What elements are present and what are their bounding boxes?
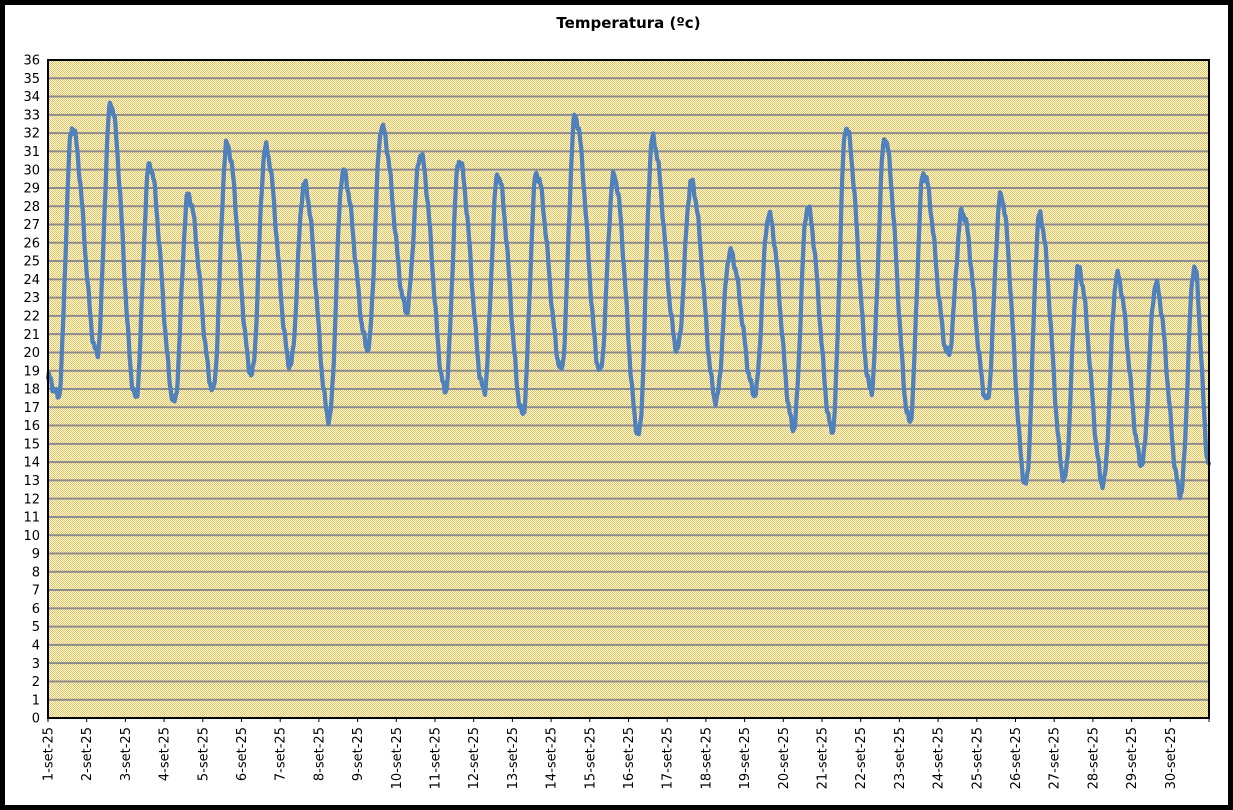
x-axis-tick-label: 9-set-25 bbox=[351, 727, 366, 781]
x-axis-tick-label: 7-set-25 bbox=[274, 727, 289, 781]
y-axis-tick-label: 5 bbox=[32, 620, 40, 635]
x-axis-tick-label: 19-set-25 bbox=[738, 727, 753, 789]
y-axis-tick-label: 15 bbox=[23, 437, 40, 452]
x-axis-tick-label: 25-set-25 bbox=[970, 727, 985, 789]
y-axis-tick-label: 16 bbox=[23, 419, 40, 434]
temperature-series-line bbox=[45, 100, 1212, 501]
y-axis-tick-label: 1 bbox=[32, 693, 40, 708]
x-axis-tick-label: 20-set-25 bbox=[777, 727, 792, 789]
x-axis-tick-label: 15-set-25 bbox=[583, 727, 598, 789]
y-axis-tick-label: 18 bbox=[23, 383, 40, 398]
y-axis-tick-label: 31 bbox=[23, 145, 40, 160]
x-axis-tick-label: 29-set-25 bbox=[1125, 727, 1140, 789]
x-axis-tick-label: 4-set-25 bbox=[158, 727, 173, 781]
x-axis-tick-label: 26-set-25 bbox=[1009, 727, 1024, 789]
x-axis-tick-label: 16-set-25 bbox=[622, 727, 637, 789]
y-axis-tick-label: 27 bbox=[23, 218, 40, 233]
y-axis-tick-label: 24 bbox=[23, 273, 40, 288]
y-axis-tick-label: 9 bbox=[32, 547, 40, 562]
y-axis-tick-label: 29 bbox=[23, 182, 40, 197]
x-axis-tick-label: 23-set-25 bbox=[893, 727, 908, 789]
y-axis-tick-label: 17 bbox=[23, 401, 40, 416]
y-axis-tick-label: 28 bbox=[23, 200, 40, 215]
y-axis-tick-label: 14 bbox=[23, 456, 40, 471]
x-axis-tick-label: 27-set-25 bbox=[1048, 727, 1063, 789]
x-axis-tick-label: 6-set-25 bbox=[235, 727, 250, 781]
x-axis-tick-label: 8-set-25 bbox=[312, 727, 327, 781]
y-axis-tick-label: 11 bbox=[23, 511, 40, 526]
x-axis-tick-label: 22-set-25 bbox=[854, 727, 869, 789]
y-axis-tick-label: 36 bbox=[23, 54, 40, 69]
y-axis-tick-label: 20 bbox=[23, 346, 40, 361]
y-axis-tick-label: 32 bbox=[23, 127, 40, 142]
y-axis-tick-label: 19 bbox=[23, 364, 40, 379]
x-axis-tick-label: 28-set-25 bbox=[1086, 727, 1101, 789]
y-axis-tick-label: 13 bbox=[23, 474, 40, 489]
x-axis-tick-label: 14-set-25 bbox=[545, 727, 560, 789]
y-axis-tick-label: 4 bbox=[32, 638, 40, 653]
y-axis-tick-label: 6 bbox=[32, 602, 40, 617]
y-axis-tick-label: 34 bbox=[23, 90, 40, 105]
x-axis-tick-label: 5-set-25 bbox=[196, 727, 211, 781]
y-axis-tick-label: 8 bbox=[32, 565, 40, 580]
y-axis-tick-label: 30 bbox=[23, 163, 40, 178]
y-axis-tick-label: 12 bbox=[23, 492, 40, 507]
x-axis-tick-label: 2-set-25 bbox=[80, 727, 95, 781]
x-axis-tick-label: 17-set-25 bbox=[661, 727, 676, 789]
chart-title: Temperatura (ºc) bbox=[556, 14, 701, 32]
x-axis-tick-label: 13-set-25 bbox=[506, 727, 521, 789]
y-axis-tick-label: 26 bbox=[23, 236, 40, 251]
y-axis-tick-label: 10 bbox=[23, 529, 40, 544]
y-axis-tick-label: 0 bbox=[32, 712, 40, 727]
y-axis-tick-label: 7 bbox=[32, 584, 40, 599]
y-axis-tick-label: 23 bbox=[23, 291, 40, 306]
x-axis-tick-label: 21-set-25 bbox=[816, 727, 831, 789]
chart-canvas: 0123456789101112131415161718192021222324… bbox=[23, 54, 1212, 789]
y-axis-tick-label: 25 bbox=[23, 255, 40, 270]
y-axis-tick-label: 22 bbox=[23, 309, 40, 324]
x-axis-tick-label: 18-set-25 bbox=[699, 727, 714, 789]
x-axis-tick-label: 10-set-25 bbox=[390, 727, 405, 789]
x-axis-tick-label: 11-set-25 bbox=[429, 727, 444, 789]
y-axis-tick-label: 21 bbox=[23, 328, 40, 343]
x-axis-tick-label: 24-set-25 bbox=[932, 727, 947, 789]
x-axis-tick-label: 3-set-25 bbox=[119, 727, 134, 781]
y-axis-tick-label: 3 bbox=[32, 657, 40, 672]
x-axis-tick-label: 30-set-25 bbox=[1164, 727, 1179, 789]
x-axis-tick-label: 12-set-25 bbox=[467, 727, 482, 789]
y-axis-tick-label: 2 bbox=[32, 675, 40, 690]
x-axis-tick-label: 1-set-25 bbox=[42, 727, 57, 781]
y-axis-tick-label: 35 bbox=[23, 72, 40, 87]
y-axis-tick-label: 33 bbox=[23, 108, 40, 123]
